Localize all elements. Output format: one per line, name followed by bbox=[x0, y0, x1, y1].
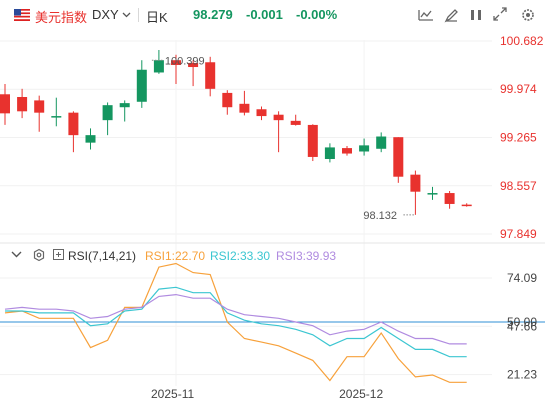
rsi-line-rsi1 bbox=[4, 262, 467, 383]
fullscreen-button[interactable] bbox=[491, 7, 509, 23]
last-price: 98.279 bbox=[193, 7, 233, 22]
candle-body bbox=[359, 145, 370, 152]
candle-body bbox=[290, 120, 301, 125]
candle-body bbox=[34, 100, 45, 113]
candle-body bbox=[461, 204, 472, 207]
settings-icon bbox=[522, 9, 534, 21]
candle-body bbox=[0, 94, 10, 114]
settings-button[interactable] bbox=[519, 7, 537, 23]
rsi-line-rsi2 bbox=[5, 286, 467, 358]
price-tick-label: 97.849 bbox=[500, 227, 537, 241]
candle-body bbox=[136, 69, 147, 102]
rsi-title: RSI(7,14,21) bbox=[68, 249, 136, 263]
collapse-icon[interactable] bbox=[11, 251, 22, 258]
high-label: 100.399 bbox=[165, 55, 205, 67]
candle-body bbox=[17, 96, 28, 112]
us-flag-icon bbox=[14, 9, 30, 21]
rsi-tick-label: 50.00 bbox=[507, 315, 537, 329]
candle-body bbox=[273, 114, 284, 121]
candle-body bbox=[205, 62, 216, 89]
candle-body bbox=[427, 193, 438, 195]
pause-button[interactable] bbox=[467, 7, 485, 23]
candle-body bbox=[153, 60, 164, 73]
candle-body bbox=[102, 105, 113, 121]
gridlines bbox=[0, 40, 492, 386]
rsi-gridlines bbox=[0, 277, 545, 376]
chevron-down-icon[interactable] bbox=[122, 12, 131, 18]
candle-body bbox=[324, 147, 335, 159]
candle-body bbox=[444, 193, 455, 204]
settings-gear-icon[interactable] bbox=[33, 248, 45, 262]
price-tick-label: 100.682 bbox=[500, 34, 544, 48]
pause-icon bbox=[471, 10, 481, 20]
rsi-header: RSI(7,14,21) RSI1:22.70 RSI2:33.30 RSI3:… bbox=[11, 248, 336, 263]
date-axis: 2025-11 2025-12 bbox=[151, 387, 383, 401]
candle-body bbox=[68, 112, 79, 136]
candle-body bbox=[222, 92, 233, 108]
rsi1-value: RSI1:22.70 bbox=[145, 249, 205, 263]
symbol-code[interactable]: DXY bbox=[92, 7, 119, 22]
price-axis: 100.682 99.974 99.265 98.557 97.849 bbox=[500, 34, 544, 241]
candle-body bbox=[51, 116, 62, 118]
candle-body bbox=[410, 174, 421, 192]
indicator-icon bbox=[418, 10, 433, 21]
price-change-percent: -0.00% bbox=[296, 7, 338, 22]
candle-body bbox=[307, 124, 318, 157]
rsi3-value: RSI3:39.93 bbox=[276, 249, 336, 263]
draw-icon bbox=[444, 9, 458, 23]
date-tick-label: 2025-12 bbox=[339, 387, 383, 401]
rsi-tick-label: 74.09 bbox=[507, 271, 537, 285]
candle-body bbox=[342, 148, 352, 154]
low-label: 98.132 bbox=[363, 210, 397, 222]
header-divider bbox=[138, 8, 139, 22]
candle-body bbox=[85, 135, 96, 143]
price-change: -0.001 bbox=[246, 7, 283, 22]
draw-button[interactable] bbox=[443, 7, 461, 23]
rsi-tick-label: 21.23 bbox=[507, 368, 537, 382]
candle-body bbox=[256, 109, 267, 117]
price-annotations: 100.399 98.132 bbox=[151, 55, 416, 222]
candle-body bbox=[393, 137, 404, 177]
date-tick-label: 2025-11 bbox=[151, 387, 194, 401]
rsi-series bbox=[4, 262, 467, 383]
symbol-name[interactable]: 美元指数 bbox=[35, 10, 88, 25]
price-tick-label: 99.265 bbox=[500, 131, 537, 145]
candle-body bbox=[376, 136, 387, 149]
rsi-line-rsi3 bbox=[4, 293, 467, 345]
candle-body bbox=[171, 60, 181, 65]
candle-body bbox=[188, 62, 199, 68]
candle-body bbox=[119, 103, 130, 108]
expand-box-icon[interactable] bbox=[53, 249, 64, 260]
chart-header: 美元指数 DXY 日K 98.279 -0.001 -0.00% bbox=[0, 0, 545, 30]
rsi2-value: RSI2:33.30 bbox=[210, 249, 270, 263]
candle-body bbox=[239, 103, 250, 113]
candlestick-series bbox=[0, 49, 472, 215]
chart-area[interactable]: 100.682 99.974 99.265 98.557 97.849 100.399 9… bbox=[0, 30, 545, 404]
indicator-button[interactable] bbox=[417, 7, 435, 23]
fullscreen-icon bbox=[493, 7, 507, 21]
rsi-tick-label: 47.66 bbox=[507, 319, 537, 333]
period-selector[interactable]: 日K bbox=[146, 10, 168, 25]
price-tick-label: 99.974 bbox=[500, 82, 537, 96]
price-tick-label: 98.557 bbox=[500, 179, 537, 193]
